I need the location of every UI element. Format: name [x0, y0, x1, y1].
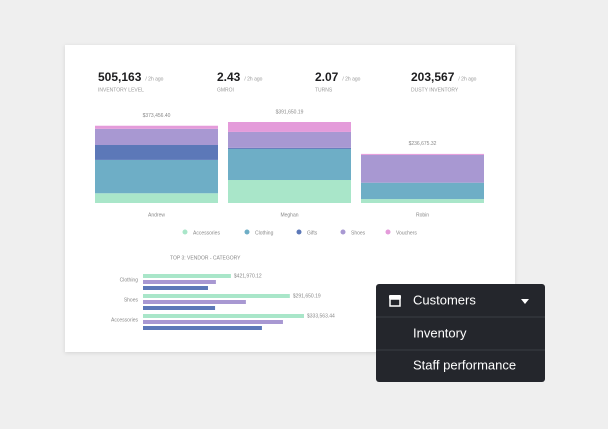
- legend-dot: [385, 229, 391, 235]
- bar-segment: [228, 131, 351, 148]
- bar: [143, 300, 246, 304]
- bar: [143, 314, 304, 318]
- bar-segment: [228, 147, 351, 149]
- bar: [143, 286, 208, 290]
- legend-label: Shoes: [351, 230, 366, 236]
- bar: [143, 306, 216, 310]
- legend-dot: [296, 229, 302, 235]
- menu-item[interactable]: Staff performance: [413, 357, 516, 372]
- bar-segment: [95, 128, 218, 145]
- legend-label: Gifts: [307, 230, 318, 236]
- kpi-label: DUSTY INVENTORY: [411, 87, 459, 93]
- legend-label: Vouchers: [396, 230, 417, 236]
- bar: [143, 280, 216, 284]
- legend-label: Accessories: [193, 230, 220, 236]
- legend-label: Clothing: [255, 230, 274, 236]
- legend-dot: [244, 229, 250, 235]
- bar: [143, 326, 262, 330]
- value-label: $421,970.12: [234, 273, 262, 279]
- bar-segment: [95, 193, 218, 203]
- kpi-value: 2.43: [217, 70, 241, 84]
- category-label: Accessories: [111, 317, 138, 323]
- bar-segment: [95, 125, 218, 129]
- category-label: Robin: [416, 212, 429, 218]
- menu-item[interactable]: Customers: [413, 292, 476, 307]
- bar-segment: [228, 148, 351, 181]
- bar-segment: [361, 154, 484, 183]
- kpi-time: / 2h ago: [244, 76, 262, 82]
- kpi-time: / 2h ago: [145, 76, 163, 82]
- legend-dot: [182, 229, 188, 235]
- bar-segment: [95, 159, 218, 194]
- kpi-value: 203,567: [411, 70, 455, 84]
- bar: [143, 274, 231, 278]
- menu: [376, 284, 545, 382]
- total-label: $236,675.32: [409, 141, 437, 147]
- kpi-label: TURNS: [315, 87, 333, 93]
- total-label: $373,456.40: [143, 113, 171, 119]
- bar-segment: [361, 153, 484, 155]
- category-label: Clothing: [120, 277, 139, 283]
- category-label: Shoes: [124, 297, 139, 303]
- kpi-value: 2.07: [315, 70, 339, 84]
- bar: [143, 320, 283, 324]
- bar-segment: [228, 122, 351, 132]
- kpi-time: / 2h ago: [458, 76, 476, 82]
- value-label: $291,650.19: [293, 293, 321, 299]
- bar-segment: [361, 199, 484, 203]
- category-label: Andrew: [148, 212, 165, 218]
- total-label: $391,650.19: [276, 109, 304, 115]
- bar: [143, 294, 290, 298]
- bar-segment: [228, 180, 351, 203]
- kpi-label: INVENTORY LEVEL: [98, 87, 144, 93]
- kpi-value: 505,163: [98, 70, 142, 84]
- caret[interactable]: [521, 299, 529, 304]
- bar-segment: [361, 182, 484, 200]
- category-label: Meghan: [280, 212, 298, 218]
- value-label: $333,563.44: [307, 313, 335, 319]
- kpi-label: GMROI: [217, 87, 234, 93]
- legend-dot: [340, 229, 346, 235]
- store-icon: [389, 295, 401, 307]
- menu-item[interactable]: Inventory: [413, 325, 467, 340]
- bar-segment: [95, 144, 218, 160]
- chart-title: TOP 3: VENDOR - CATEGORY: [170, 255, 241, 261]
- kpi-time: / 2h ago: [342, 76, 360, 82]
